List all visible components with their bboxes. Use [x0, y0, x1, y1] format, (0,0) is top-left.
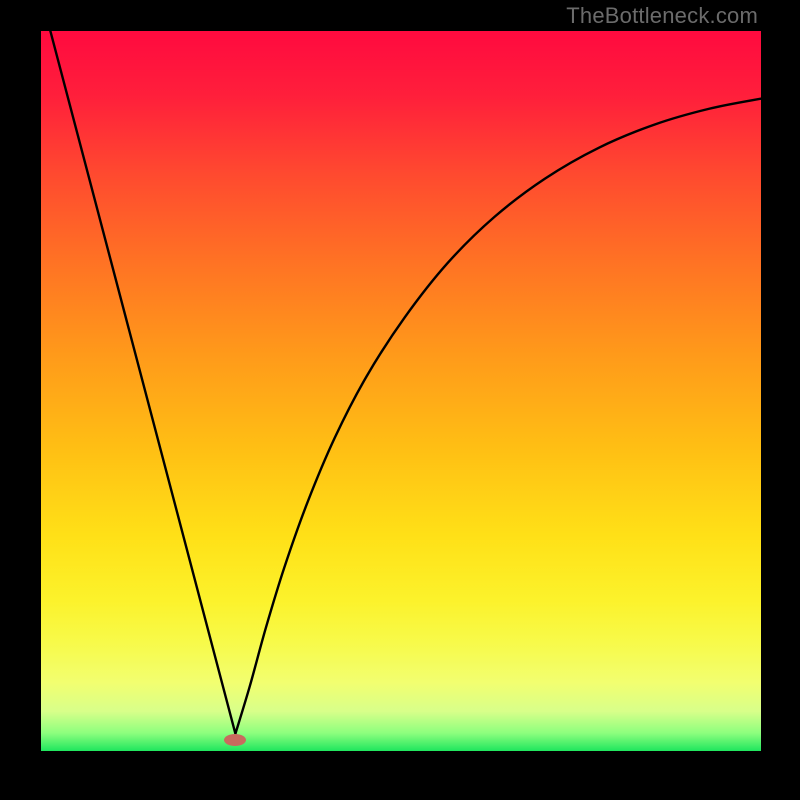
plot-area: [41, 31, 761, 751]
watermark-text: TheBottleneck.com: [566, 3, 758, 29]
chart-frame: TheBottleneck.com: [0, 0, 800, 800]
bottleneck-curve: [41, 31, 761, 751]
